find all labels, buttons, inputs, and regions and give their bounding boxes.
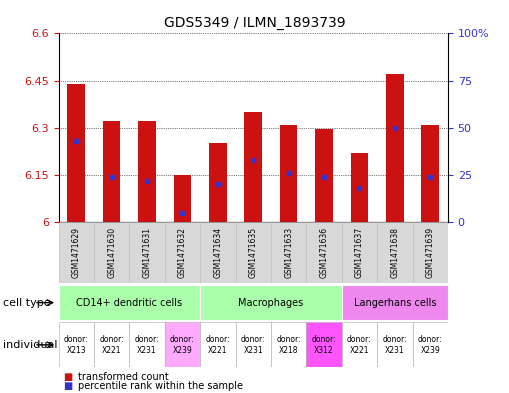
Text: donor:
X239: donor: X239 <box>170 335 195 354</box>
Bar <box>351 153 369 222</box>
Bar <box>200 222 236 283</box>
Bar <box>412 222 448 283</box>
Bar <box>67 84 85 222</box>
Text: ■: ■ <box>64 372 73 382</box>
Text: donor:
X221: donor: X221 <box>206 335 230 354</box>
Text: percentile rank within the sample: percentile rank within the sample <box>78 381 243 391</box>
Text: GDS5349 / ILMN_1893739: GDS5349 / ILMN_1893739 <box>164 16 345 30</box>
Text: ■: ■ <box>64 381 73 391</box>
Text: donor:
X231: donor: X231 <box>135 335 159 354</box>
Bar <box>342 285 448 320</box>
Bar <box>244 112 262 222</box>
Bar <box>271 222 306 283</box>
Text: GSM1471638: GSM1471638 <box>390 227 400 278</box>
Bar <box>165 222 200 283</box>
Bar <box>174 175 191 222</box>
Text: donor:
X221: donor: X221 <box>99 335 124 354</box>
Bar <box>59 285 200 320</box>
Bar <box>59 322 94 367</box>
Text: GSM1471632: GSM1471632 <box>178 227 187 278</box>
Bar <box>236 222 271 283</box>
Bar <box>377 222 412 283</box>
Bar <box>386 74 404 222</box>
Bar <box>94 322 129 367</box>
Bar <box>94 222 129 283</box>
Bar <box>103 121 121 222</box>
Text: GSM1471631: GSM1471631 <box>143 227 152 278</box>
Text: GSM1471636: GSM1471636 <box>320 227 328 278</box>
Bar <box>200 285 342 320</box>
Bar <box>129 222 165 283</box>
Bar <box>342 222 377 283</box>
Bar <box>377 322 412 367</box>
Text: CD14+ dendritic cells: CD14+ dendritic cells <box>76 298 182 308</box>
Bar <box>59 222 94 283</box>
Bar <box>165 322 200 367</box>
Bar <box>280 125 297 222</box>
Text: GSM1471629: GSM1471629 <box>72 227 81 278</box>
Text: transformed count: transformed count <box>78 372 168 382</box>
Text: individual: individual <box>3 340 57 350</box>
Text: donor:
X239: donor: X239 <box>418 335 442 354</box>
Bar <box>236 322 271 367</box>
Bar <box>421 125 439 222</box>
Bar <box>200 322 236 367</box>
Text: Langerhans cells: Langerhans cells <box>354 298 436 308</box>
Text: donor:
X312: donor: X312 <box>312 335 336 354</box>
Text: GSM1471634: GSM1471634 <box>213 227 222 278</box>
Bar <box>342 322 377 367</box>
Text: donor:
X231: donor: X231 <box>382 335 407 354</box>
Text: donor:
X221: donor: X221 <box>347 335 372 354</box>
Bar <box>209 143 227 222</box>
Bar <box>306 322 342 367</box>
Bar <box>412 322 448 367</box>
Text: GSM1471639: GSM1471639 <box>426 227 435 278</box>
Text: Macrophages: Macrophages <box>238 298 303 308</box>
Text: donor:
X213: donor: X213 <box>64 335 89 354</box>
Bar <box>306 222 342 283</box>
Text: GSM1471635: GSM1471635 <box>249 227 258 278</box>
Text: GSM1471630: GSM1471630 <box>107 227 116 278</box>
Text: donor:
X231: donor: X231 <box>241 335 266 354</box>
Text: cell type: cell type <box>3 298 50 308</box>
Bar <box>271 322 306 367</box>
Text: GSM1471633: GSM1471633 <box>284 227 293 278</box>
Bar <box>138 121 156 222</box>
Text: donor:
X218: donor: X218 <box>276 335 301 354</box>
Bar <box>315 129 333 222</box>
Bar <box>129 322 165 367</box>
Text: GSM1471637: GSM1471637 <box>355 227 364 278</box>
